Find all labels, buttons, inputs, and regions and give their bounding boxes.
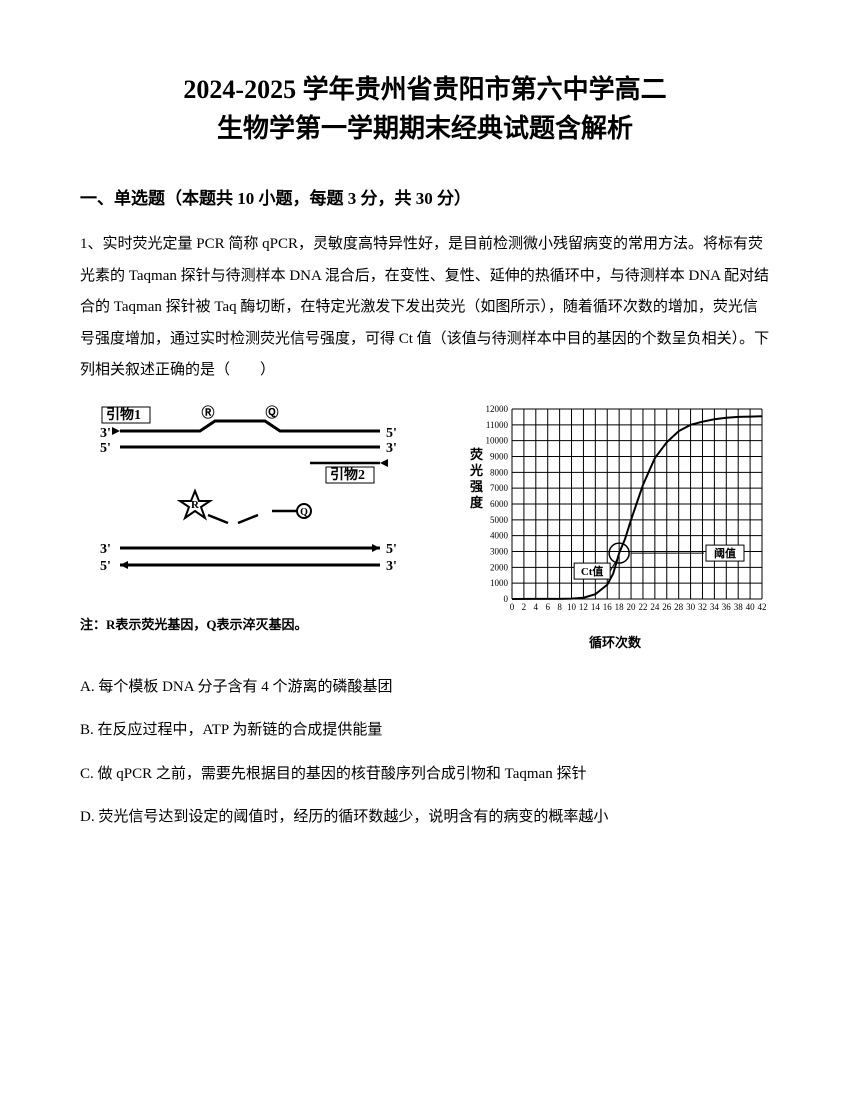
svg-text:32: 32	[698, 602, 707, 612]
svg-text:20: 20	[627, 602, 637, 612]
svg-text:3': 3'	[100, 426, 111, 441]
svg-text:24: 24	[650, 602, 660, 612]
title-line-1: 2024-2025 学年贵州省贵阳市第六中学高二	[80, 70, 770, 109]
svg-text:引物1: 引物1	[106, 406, 141, 423]
option-c: C. 做 qPCR 之前，需要先根据目的基因的核苷酸序列合成引物和 Taqman…	[80, 762, 770, 788]
svg-text:22: 22	[638, 602, 647, 612]
option-a: A. 每个模板 DNA 分子含有 4 个游离的磷酸基团	[80, 675, 770, 701]
svg-text:5': 5'	[386, 542, 397, 557]
svg-text:42: 42	[758, 602, 767, 612]
option-d: D. 荧光信号达到设定的阈值时，经历的循环数越少，说明含有的病变的概率越小	[80, 805, 770, 831]
svg-text:6000: 6000	[490, 499, 509, 509]
svg-text:3000: 3000	[490, 546, 509, 556]
option-b: B. 在反应过程中，ATP 为新链的合成提供能量	[80, 718, 770, 744]
svg-text:30: 30	[686, 602, 696, 612]
svg-text:阈值: 阈值	[714, 546, 736, 560]
options-block: A. 每个模板 DNA 分子含有 4 个游离的磷酸基团 B. 在反应过程中，AT…	[80, 675, 770, 831]
svg-text:度: 度	[470, 495, 484, 510]
svg-text:8000: 8000	[490, 467, 509, 477]
title-line-2: 生物学第一学期期末经典试题含解析	[80, 109, 770, 148]
svg-text:18: 18	[615, 602, 625, 612]
svg-text:Ⓡ: Ⓡ	[201, 405, 214, 420]
figure-row: 引物1ⓇⓆ3'5'5'3'引物2RQ3'5'5'3' 注：R表示荧光基因，Q表示…	[80, 403, 770, 651]
diagram-note: 注：R表示荧光基因，Q表示淬灭基因。	[80, 614, 420, 633]
svg-text:40: 40	[746, 602, 756, 612]
svg-text:3': 3'	[386, 559, 397, 574]
svg-text:8: 8	[557, 602, 562, 612]
svg-text:9000: 9000	[490, 451, 509, 461]
pcr-diagram: 引物1ⓇⓆ3'5'5'3'引物2RQ3'5'5'3' 注：R表示荧光基因，Q表示…	[80, 403, 420, 633]
svg-text:R: R	[191, 499, 200, 511]
svg-text:12: 12	[579, 602, 588, 612]
svg-text:1000: 1000	[490, 578, 509, 588]
svg-text:14: 14	[591, 602, 601, 612]
svg-text:10: 10	[567, 602, 577, 612]
chart-xlabel: 循环次数	[460, 632, 770, 651]
svg-text:5': 5'	[100, 441, 111, 456]
svg-text:光: 光	[469, 463, 483, 478]
svg-text:36: 36	[722, 602, 732, 612]
svg-text:26: 26	[662, 602, 672, 612]
svg-text:11000: 11000	[486, 419, 509, 429]
svg-text:28: 28	[674, 602, 684, 612]
svg-text:4000: 4000	[490, 530, 509, 540]
svg-text:4: 4	[534, 602, 539, 612]
svg-text:16: 16	[603, 602, 613, 612]
svg-text:Ⓠ: Ⓠ	[265, 405, 278, 420]
svg-text:Q: Q	[300, 507, 308, 518]
svg-text:12000: 12000	[486, 404, 509, 414]
svg-text:7000: 7000	[490, 483, 509, 493]
svg-text:2000: 2000	[490, 562, 509, 572]
q1-stem: 1、实时荧光定量 PCR 简称 qPCR，灵敏度高特异性好，是目前检测微小残留病…	[80, 229, 770, 387]
svg-text:0: 0	[504, 594, 509, 604]
section-header: 一、单选题（本题共 10 小题，每题 3 分，共 30 分）	[80, 184, 770, 209]
svg-text:5': 5'	[386, 426, 397, 441]
svg-text:34: 34	[710, 602, 720, 612]
svg-text:3': 3'	[100, 542, 111, 557]
svg-text:38: 38	[734, 602, 744, 612]
svg-text:6: 6	[545, 602, 550, 612]
svg-text:0: 0	[510, 602, 515, 612]
page-title: 2024-2025 学年贵州省贵阳市第六中学高二 生物学第一学期期末经典试题含解…	[80, 70, 770, 148]
svg-text:荧: 荧	[470, 447, 484, 462]
svg-text:强: 强	[470, 479, 483, 494]
svg-text:10000: 10000	[486, 435, 509, 445]
fluorescence-chart: 0100020003000400050006000700080009000100…	[460, 403, 770, 651]
svg-text:3': 3'	[386, 441, 397, 456]
svg-text:2: 2	[522, 602, 527, 612]
svg-text:Ct值: Ct值	[581, 564, 604, 578]
svg-text:5': 5'	[100, 559, 111, 574]
svg-text:引物2: 引物2	[330, 466, 365, 483]
svg-text:5000: 5000	[490, 514, 509, 524]
